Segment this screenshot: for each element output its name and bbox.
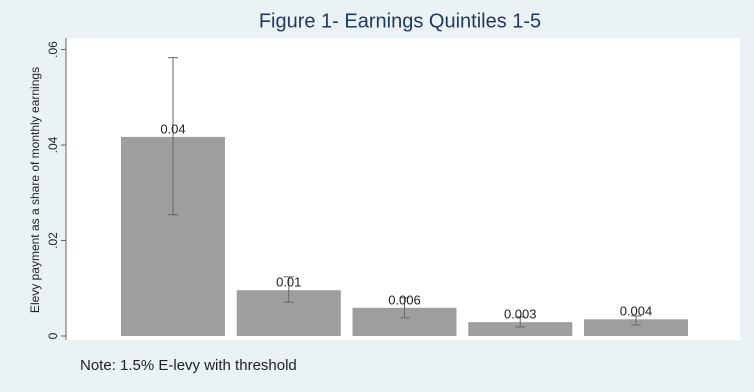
y-tick-label: .06	[46, 41, 60, 58]
value-label: 0.04	[160, 121, 185, 136]
bar	[584, 319, 688, 336]
value-label: 0.004	[620, 304, 653, 319]
chart-title: Figure 1- Earnings Quintiles 1-5	[259, 10, 541, 32]
value-label: 0.006	[388, 292, 421, 307]
y-axis-label: Elevy payment as a share of monthly earn…	[28, 67, 42, 313]
y-tick-label: 0	[46, 332, 60, 339]
y-tick-label: .02	[46, 232, 60, 249]
note: Note: 1.5% E-levy with threshold	[80, 357, 297, 374]
y-tick-label: .04	[46, 136, 60, 153]
value-label: 0.01	[276, 275, 301, 290]
value-label: 0.003	[504, 307, 537, 322]
bar	[468, 322, 573, 336]
